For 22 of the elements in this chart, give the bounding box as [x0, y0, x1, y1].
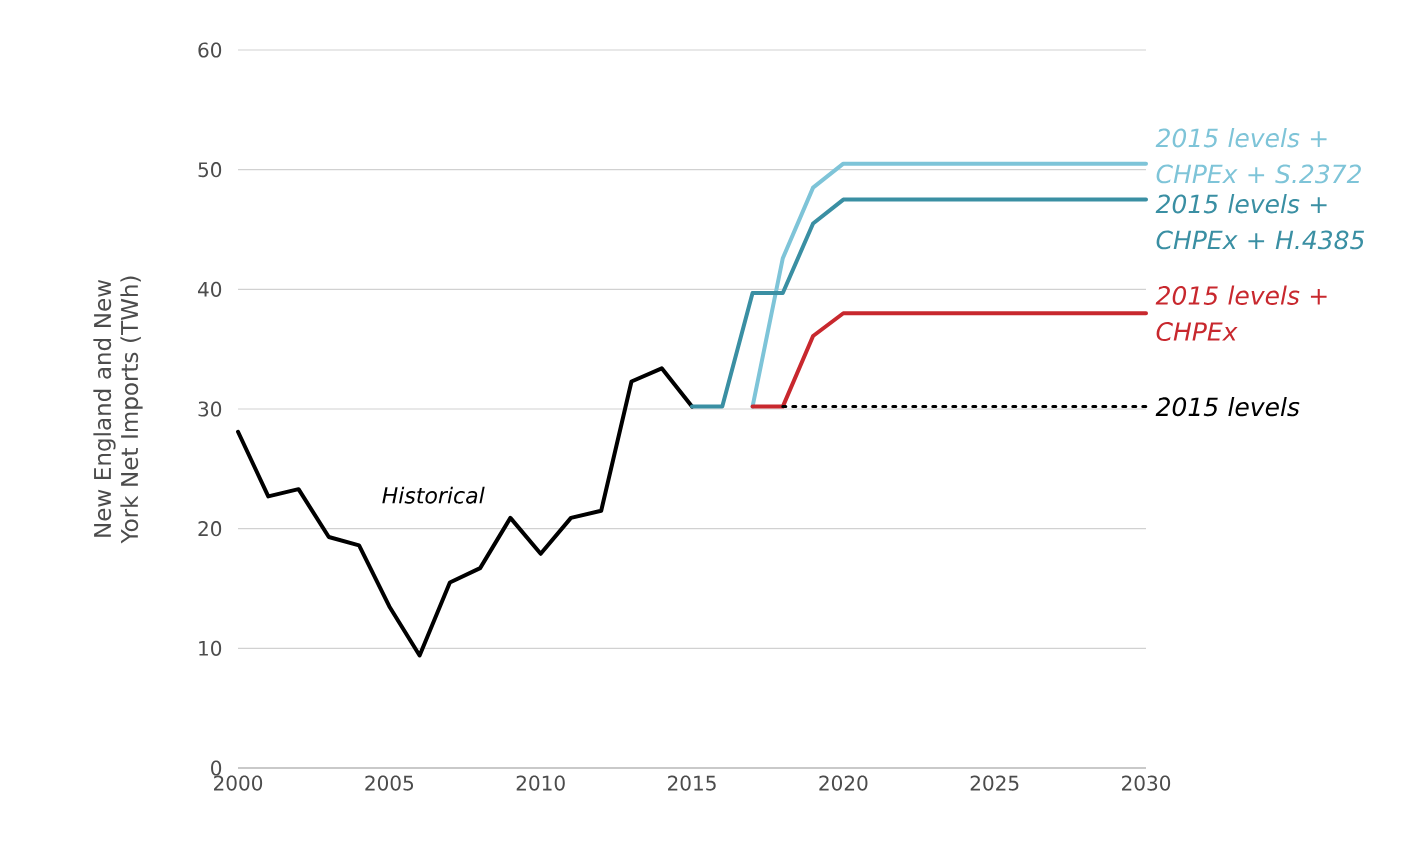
- y-tick-label: 30: [198, 401, 222, 417]
- x-tick-label: 2015: [668, 775, 716, 791]
- x-tick-label: 2030: [1122, 775, 1171, 791]
- y-tick-label: 20: [198, 521, 222, 537]
- series-label: 2015 levels + CHPEx + H.4385: [1155, 194, 1365, 250]
- series-label: 2015 levels + CHPEx: [1155, 285, 1327, 341]
- y-tick-label: 50: [198, 162, 222, 178]
- series-label: 2015 levels + CHPEx + S.2372: [1155, 128, 1361, 184]
- x-tick-label: 2000: [214, 775, 263, 791]
- y-tick-label: 60: [198, 42, 222, 58]
- y-tick-label: 0: [211, 760, 222, 776]
- x-tick-label: 2010: [516, 775, 565, 791]
- x-tick-label: 2025: [970, 775, 1019, 791]
- y-tick-label: 10: [199, 640, 222, 656]
- x-tick-label: 2020: [819, 775, 868, 791]
- annotation: Historical: [382, 486, 485, 504]
- series-label: 2015 levels: [1155, 396, 1300, 417]
- line-series: [236, 366, 695, 658]
- line-series: [690, 197, 1149, 409]
- x-tick-label: 2005: [365, 775, 414, 791]
- y-tick-label: 40: [197, 281, 222, 297]
- y-axis-title: New England and New York Net Imports (TWh): [93, 276, 143, 544]
